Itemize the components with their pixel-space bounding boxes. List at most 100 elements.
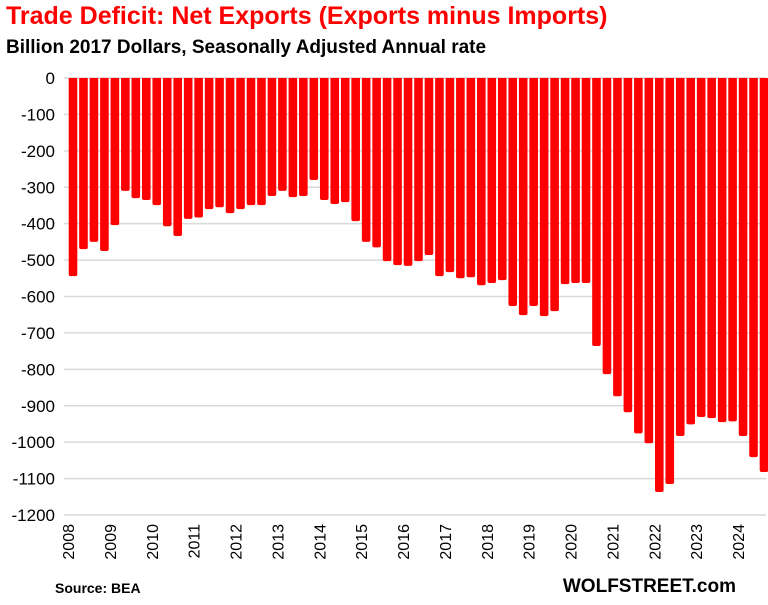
- x-axis-labels: 2008 2009 2010 2011 2012 2013 2014 2015 2016 2017…: [61, 524, 748, 560]
- y-tick-label: -300: [21, 178, 55, 197]
- source-note: Source: BEA: [55, 580, 141, 596]
- bar-2018Q4: [518, 78, 528, 316]
- bar-2011Q2: [204, 78, 214, 210]
- y-tick-label: -900: [21, 397, 55, 416]
- bar-2016Q1: [403, 78, 413, 266]
- bar-2014Q1: [319, 78, 329, 200]
- bar-2009Q4: [141, 78, 151, 200]
- y-tick-label: -800: [21, 360, 55, 379]
- x-tick-label: 2023: [689, 524, 706, 560]
- bar-2009Q1: [110, 78, 120, 226]
- bar-2022Q1: [655, 78, 664, 493]
- bar-2009Q3: [131, 78, 141, 199]
- x-tick-label: 2012: [229, 524, 246, 560]
- bar-2024Q1: [738, 78, 748, 436]
- x-tick-label: 2022: [647, 524, 664, 560]
- bar-2008Q2: [79, 78, 88, 250]
- bar-2009Q2: [121, 78, 130, 191]
- bar-2014Q2: [330, 78, 340, 205]
- x-tick-label: 2019: [522, 524, 539, 560]
- x-tick-label: 2016: [396, 524, 413, 560]
- bar-2010Q3: [173, 78, 182, 237]
- bar-2024Q2: [749, 78, 758, 458]
- y-tick-label: -1200: [12, 506, 55, 525]
- brand-watermark: WOLFSTREET.com: [562, 576, 736, 597]
- x-tick-label: 2010: [145, 524, 162, 560]
- bar-2013Q2: [288, 78, 298, 198]
- bar-2018Q2: [497, 78, 507, 281]
- bars: [68, 78, 768, 493]
- bar-2022Q4: [686, 78, 696, 425]
- y-tick-label: -100: [21, 105, 55, 124]
- y-tick-label: 0: [46, 69, 55, 88]
- x-tick-label: 2024: [731, 524, 748, 560]
- x-tick-label: 2011: [187, 524, 204, 559]
- bar-2018Q1: [487, 78, 497, 284]
- bar-2012Q2: [246, 78, 256, 206]
- bar-2012Q4: [267, 78, 277, 196]
- x-tick-label: 2013: [270, 524, 287, 560]
- bar-2013Q1: [278, 78, 287, 191]
- bar-2021Q3: [634, 78, 643, 434]
- x-tick-label: 2009: [103, 524, 120, 560]
- y-tick-label: -1000: [12, 433, 55, 452]
- bar-2019Q3: [550, 78, 559, 312]
- x-tick-label: 2008: [61, 524, 78, 560]
- bar-2021Q1: [613, 78, 622, 397]
- x-tick-label: 2014: [312, 524, 329, 560]
- bar-2012Q3: [257, 78, 266, 206]
- bar-2014Q4: [351, 78, 360, 222]
- bar-2008Q3: [89, 78, 99, 242]
- bar-2021Q2: [623, 78, 633, 413]
- bar-2023Q4: [728, 78, 737, 422]
- bar-2019Q1: [529, 78, 538, 306]
- x-tick-label: 2020: [564, 524, 581, 560]
- chart-subtitle: Billion 2017 Dollars, Seasonally Adjuste…: [6, 37, 487, 58]
- y-tick-label: -600: [21, 288, 55, 307]
- bar-2020Q3: [592, 78, 601, 347]
- bar-2017Q4: [477, 78, 486, 286]
- chart-title: Trade Deficit: Net Exports (Exports minu…: [6, 2, 608, 30]
- y-tick-label: -400: [21, 215, 55, 234]
- bar-2016Q3: [424, 78, 434, 255]
- x-tick-label: 2017: [438, 524, 455, 560]
- bar-2019Q2: [539, 78, 549, 317]
- bar-2022Q3: [675, 78, 685, 436]
- bar-2023Q1: [696, 78, 706, 418]
- bar-2023Q2: [707, 78, 716, 419]
- y-tick-label: -500: [21, 251, 55, 270]
- bar-2019Q4: [560, 78, 570, 285]
- bar-2014Q3: [340, 78, 350, 203]
- bar-2015Q3: [382, 78, 392, 262]
- bar-2016Q2: [414, 78, 423, 262]
- bar-2020Q2: [581, 78, 591, 284]
- x-tick-label: 2015: [354, 524, 371, 560]
- x-tick-label: 2018: [480, 524, 497, 560]
- bar-2024Q3: [759, 78, 768, 473]
- bar-2011Q4: [225, 78, 235, 214]
- bar-2010Q4: [183, 78, 193, 219]
- bar-2015Q1: [361, 78, 371, 242]
- bar-2021Q4: [644, 78, 654, 444]
- bar-2010Q2: [162, 78, 172, 227]
- bar-2008Q1: [68, 78, 78, 277]
- bar-2013Q4: [309, 78, 319, 180]
- bar-2012Q1: [236, 78, 245, 210]
- y-axis-labels: 0 -100 -200 -300 -400 -500 -600 -700 -800 -900 -10…: [12, 69, 55, 525]
- x-tick-label: 2021: [605, 524, 622, 560]
- bar-2020Q1: [571, 78, 580, 284]
- bar-2017Q3: [466, 78, 476, 278]
- bar-2015Q2: [372, 78, 381, 248]
- y-tick-label: -700: [21, 324, 55, 343]
- bar-2018Q3: [508, 78, 518, 306]
- bar-2015Q4: [393, 78, 402, 266]
- bar-2008Q4: [100, 78, 109, 251]
- bar-2016Q4: [435, 78, 444, 277]
- bar-2023Q3: [717, 78, 727, 423]
- bar-2017Q2: [456, 78, 465, 279]
- bar-2011Q3: [215, 78, 224, 208]
- bar-2020Q4: [602, 78, 612, 375]
- y-tick-label: -200: [21, 142, 55, 161]
- y-tick-label: -1100: [13, 470, 55, 489]
